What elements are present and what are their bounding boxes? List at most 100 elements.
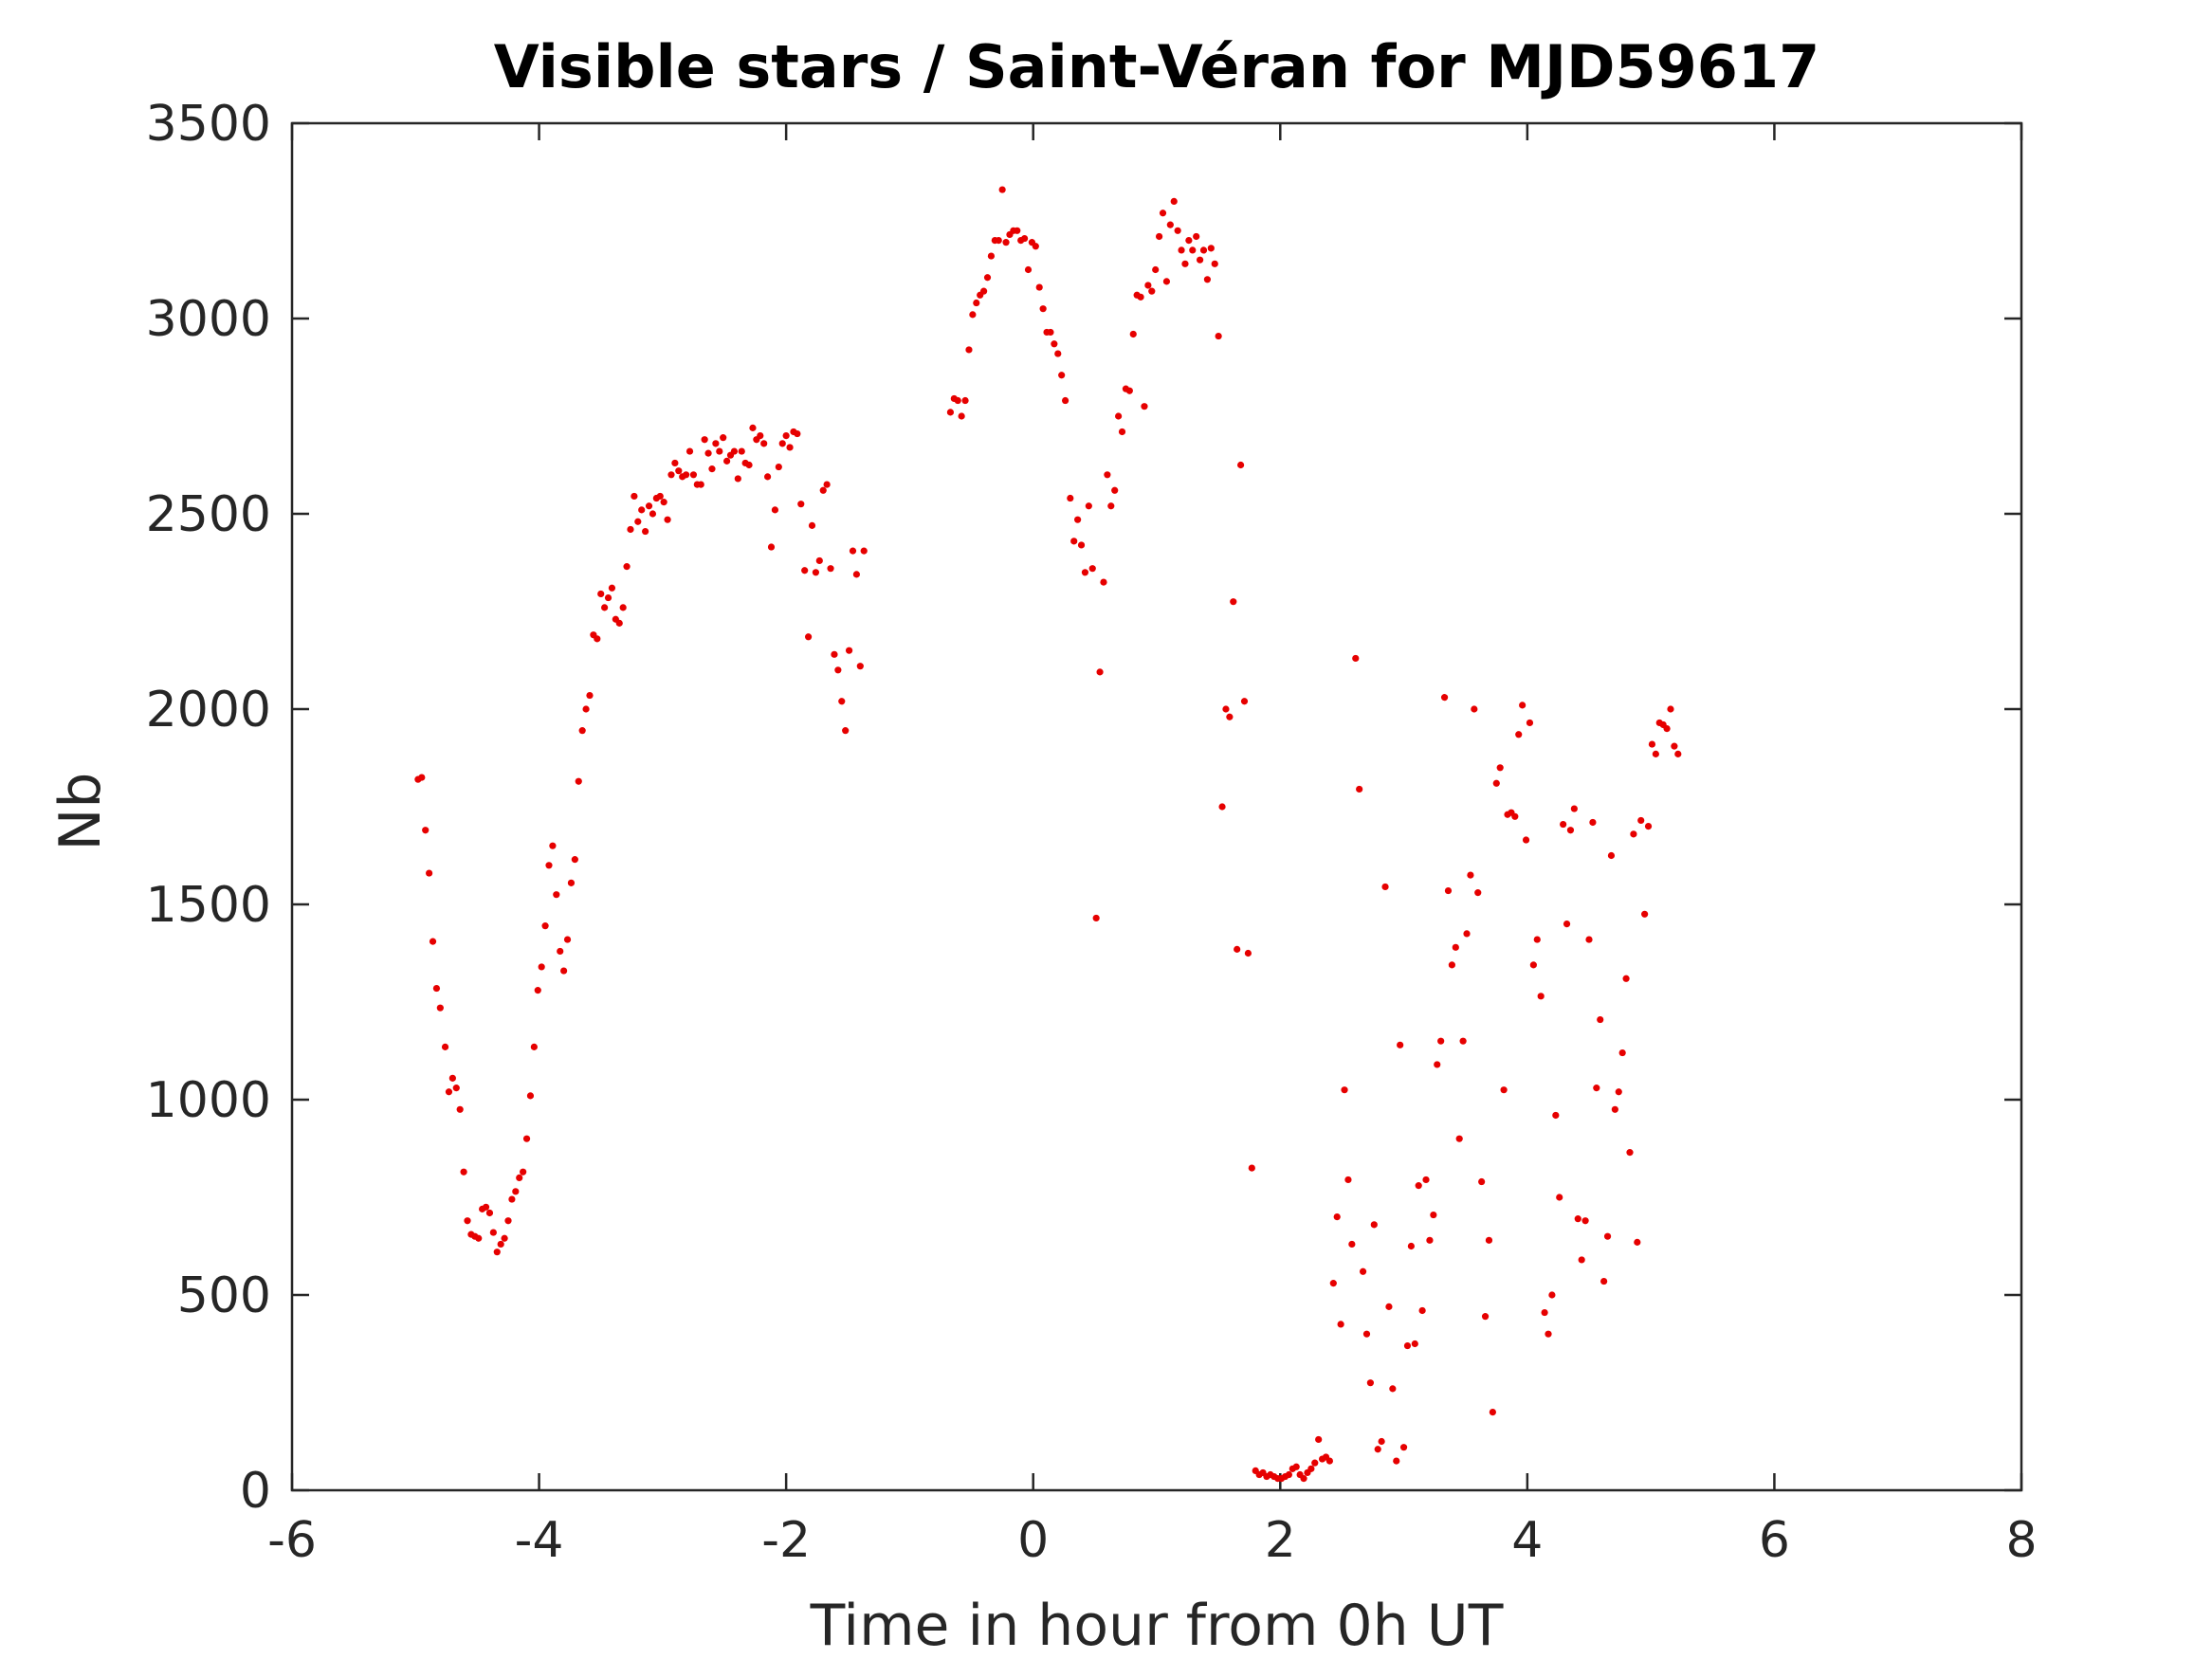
data-point [1203, 276, 1212, 283]
data-point [656, 492, 664, 501]
data-point [771, 506, 779, 514]
data-point [1537, 993, 1545, 1000]
data-point [1222, 705, 1230, 713]
data-point [475, 1234, 483, 1242]
data-point [720, 434, 727, 442]
data-point [958, 412, 965, 420]
data-point [571, 856, 578, 864]
data-point [716, 447, 723, 455]
data-point [1403, 1341, 1412, 1350]
data-point [1051, 340, 1058, 348]
data-point [675, 467, 683, 475]
data-point [1452, 943, 1459, 951]
data-point [1434, 1061, 1441, 1068]
data-point [485, 1209, 494, 1217]
data-point [1381, 883, 1389, 891]
data-point [493, 1249, 501, 1256]
data-point [1152, 265, 1160, 274]
data-point [541, 922, 549, 930]
data-point [504, 1217, 512, 1225]
data-point [638, 506, 646, 514]
data-point [1552, 1111, 1560, 1120]
data-point [764, 473, 772, 481]
data-point [601, 604, 609, 611]
data-point [1248, 1164, 1255, 1172]
data-point [1529, 961, 1537, 969]
data-point [1166, 221, 1174, 228]
data-point [567, 879, 576, 886]
data-point [1197, 256, 1204, 264]
data-point [1600, 1277, 1608, 1285]
data-point [1096, 668, 1104, 676]
data-point [1389, 1385, 1397, 1393]
data-point [586, 691, 594, 700]
data-point [1211, 260, 1218, 267]
data-point [815, 556, 823, 565]
x-tick-label: -4 [515, 1512, 564, 1569]
data-point [823, 481, 831, 488]
data-point [1148, 287, 1156, 295]
data-point [827, 565, 834, 573]
data-point [1054, 350, 1062, 357]
data-point [634, 518, 642, 525]
data-point [1570, 805, 1578, 812]
data-point [1352, 654, 1360, 663]
data-point [538, 963, 545, 971]
data-point [497, 1240, 504, 1249]
data-point [1581, 1217, 1589, 1225]
data-point [1100, 578, 1107, 586]
data-point [1444, 886, 1453, 895]
data-point [808, 521, 816, 529]
data-point [623, 563, 631, 571]
data-point [689, 471, 698, 479]
data-point [608, 584, 616, 592]
data-point [575, 777, 582, 785]
data-point [1463, 930, 1471, 938]
data-point [778, 440, 786, 447]
data-point [1478, 1177, 1486, 1186]
data-point [1519, 702, 1526, 709]
data-point [1230, 598, 1237, 606]
data-point [1622, 975, 1630, 982]
data-point [973, 299, 980, 307]
data-point [1589, 818, 1597, 827]
data-point [1315, 1435, 1323, 1444]
data-point [801, 567, 809, 574]
data-point [1366, 1379, 1374, 1387]
data-point [1471, 705, 1478, 713]
data-point [452, 1085, 460, 1092]
data-point [1418, 1306, 1426, 1315]
data-point [489, 1229, 497, 1236]
data-point [1107, 502, 1115, 510]
data-point [563, 936, 572, 943]
data-point [512, 1188, 520, 1195]
data-point [1020, 234, 1029, 243]
data-point [1556, 1194, 1563, 1201]
data-point [834, 666, 842, 674]
data-point [1337, 1321, 1344, 1328]
data-point [1644, 823, 1653, 830]
data-point [1234, 945, 1241, 953]
data-point [1356, 785, 1363, 793]
x-tick-label: 0 [1017, 1512, 1049, 1569]
data-point [1533, 936, 1541, 943]
data-point [1344, 1176, 1352, 1184]
data-point [749, 424, 757, 431]
data-point [441, 1043, 449, 1050]
y-tick-label: 3500 [146, 96, 271, 153]
data-point [426, 869, 433, 877]
data-point [1385, 1303, 1393, 1310]
x-tick-label: 8 [2005, 1512, 2037, 1569]
data-point [1615, 1088, 1622, 1096]
data-point [1560, 820, 1567, 829]
data-point [860, 547, 868, 555]
data-point [849, 547, 857, 555]
x-tick-label: -2 [761, 1512, 811, 1569]
x-axis: -6 -4 -2 0 2 4 6 8 [267, 123, 2038, 1569]
data-point [745, 461, 753, 469]
data-point [522, 1135, 531, 1142]
data-point [508, 1195, 516, 1203]
data-point [464, 1217, 471, 1225]
data-point [445, 1088, 453, 1096]
data-point [604, 593, 612, 602]
